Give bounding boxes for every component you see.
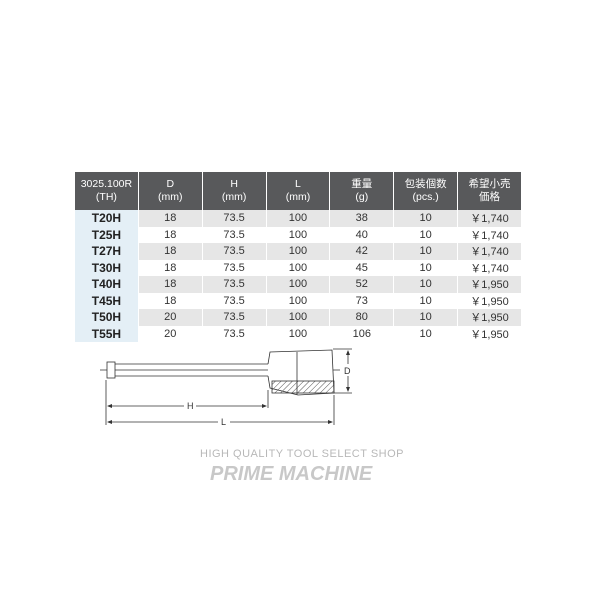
- column-header: D (mm): [138, 172, 202, 210]
- value-cell: 100: [266, 226, 330, 243]
- table-row: T50H 20 73.5 100 80 10 ￥1,950: [75, 309, 521, 326]
- value-cell: 100: [266, 210, 330, 227]
- column-header: 包装個数 (pcs.): [394, 172, 458, 210]
- value-cell: 73.5: [202, 309, 266, 326]
- header-line: (mm): [158, 191, 183, 203]
- header-line: (g): [355, 191, 369, 203]
- value-cell: ￥1,740: [458, 259, 521, 276]
- value-cell: 18: [138, 243, 202, 260]
- table-row: T45H 18 73.5 100 73 10 ￥1,950: [75, 292, 521, 309]
- value-cell: 10: [394, 259, 458, 276]
- value-cell: ￥1,950: [458, 309, 521, 326]
- table-row: T25H 18 73.5 100 40 10 ￥1,740: [75, 226, 521, 243]
- value-cell: 100: [266, 309, 330, 326]
- value-cell: 45: [330, 259, 394, 276]
- value-cell: 73.5: [202, 210, 266, 227]
- header-line: (mm): [285, 191, 311, 203]
- spec-table: 3025.100R (TH) D (mm) H (mm) L (mm) 重量 (g) 包装個数 (pc…: [74, 172, 522, 342]
- value-cell: 73.5: [202, 259, 266, 276]
- value-cell: 10: [394, 292, 458, 309]
- header-line: H: [230, 178, 238, 190]
- model-cell: T20H: [75, 210, 138, 227]
- value-cell: ￥1,740: [458, 210, 521, 227]
- header-line: (mm): [221, 191, 247, 203]
- value-cell: 73.5: [202, 292, 266, 309]
- model-cell: T55H: [75, 325, 138, 342]
- header-line: D: [166, 178, 175, 190]
- value-cell: 52: [330, 276, 394, 293]
- model-cell: T45H: [75, 292, 138, 309]
- header-line: 価格: [479, 191, 501, 203]
- value-cell: ￥1,950: [458, 325, 521, 342]
- value-cell: ￥1,740: [458, 243, 521, 260]
- value-cell: 20: [138, 325, 202, 342]
- value-cell: 10: [394, 226, 458, 243]
- table-row: T40H 18 73.5 100 52 10 ￥1,950: [75, 276, 521, 293]
- value-cell: 80: [330, 309, 394, 326]
- value-cell: 42: [330, 243, 394, 260]
- label-h: H: [187, 401, 194, 411]
- value-cell: 18: [138, 226, 202, 243]
- value-cell: 73.5: [202, 325, 266, 342]
- torx-tip: [106, 361, 116, 379]
- value-cell: 73.5: [202, 276, 266, 293]
- value-cell: 18: [138, 276, 202, 293]
- value-cell: 18: [138, 259, 202, 276]
- header-line: 包装個数: [404, 178, 447, 190]
- hatched-section: [271, 380, 335, 394]
- table-row: T55H 20 73.5 100 106 10 ￥1,950: [75, 325, 521, 342]
- value-cell: 10: [394, 325, 458, 342]
- value-cell: 10: [394, 243, 458, 260]
- header-line: 3025.100R: [80, 178, 133, 190]
- header-row: 3025.100R (TH) D (mm) H (mm) L (mm) 重量 (g) 包装個数 (pc…: [75, 172, 521, 210]
- model-cell: T30H: [75, 259, 138, 276]
- value-cell: ￥1,740: [458, 226, 521, 243]
- value-cell: 100: [266, 325, 330, 342]
- column-header: 希望小売 価格: [458, 172, 521, 210]
- value-cell: 10: [394, 210, 458, 227]
- table-row: T30H 18 73.5 100 45 10 ￥1,740: [75, 259, 521, 276]
- value-cell: 40: [330, 226, 394, 243]
- column-header: H (mm): [202, 172, 266, 210]
- model-cell: T27H: [75, 243, 138, 260]
- value-cell: 106: [330, 325, 394, 342]
- value-cell: 18: [138, 210, 202, 227]
- header-line: (pcs.): [412, 191, 439, 203]
- value-cell: 100: [266, 259, 330, 276]
- value-cell: 100: [266, 276, 330, 293]
- value-cell: 38: [330, 210, 394, 227]
- value-cell: 20: [138, 309, 202, 326]
- value-cell: 10: [394, 309, 458, 326]
- value-cell: ￥1,950: [458, 276, 521, 293]
- header-line: (TH): [95, 191, 117, 203]
- value-cell: 18: [138, 292, 202, 309]
- column-header: L (mm): [266, 172, 330, 210]
- value-cell: 100: [266, 292, 330, 309]
- value-cell: ￥1,950: [458, 292, 521, 309]
- header-line: 希望小売: [468, 178, 511, 190]
- value-cell: 100: [266, 243, 330, 260]
- label-l: L: [221, 417, 226, 427]
- header-line: 重量: [351, 178, 373, 190]
- model-cell: T50H: [75, 309, 138, 326]
- label-d: D: [344, 366, 351, 376]
- table-row: T27H 18 73.5 100 42 10 ￥1,740: [75, 243, 521, 260]
- column-header: 3025.100R (TH): [75, 172, 138, 210]
- column-header: 重量 (g): [330, 172, 394, 210]
- model-cell: T40H: [75, 276, 138, 293]
- value-cell: 73.5: [202, 243, 266, 260]
- value-cell: 73: [330, 292, 394, 309]
- model-cell: T25H: [75, 226, 138, 243]
- table-row: T20H 18 73.5 100 38 10 ￥1,740: [75, 210, 521, 227]
- value-cell: 10: [394, 276, 458, 293]
- value-cell: 73.5: [202, 226, 266, 243]
- header-line: L: [295, 178, 301, 190]
